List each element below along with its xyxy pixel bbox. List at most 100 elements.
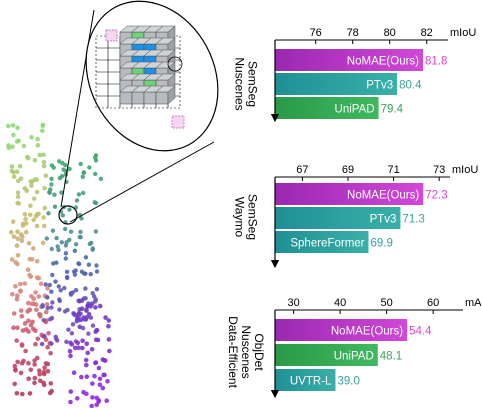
bar	[275, 73, 398, 95]
point	[14, 139, 20, 144]
point	[24, 188, 30, 193]
point	[22, 281, 28, 286]
point	[19, 238, 25, 243]
point	[68, 292, 74, 297]
point	[56, 247, 61, 253]
point	[10, 144, 15, 149]
point	[33, 302, 39, 307]
point	[63, 243, 69, 248]
point	[41, 163, 47, 169]
charts: 76 78 80 82 mIoU NoMAE(Ours) 81.8 PTv3 80.4 UniPA…	[226, 27, 482, 399]
point	[97, 376, 103, 382]
point	[41, 369, 47, 375]
point	[72, 248, 78, 253]
point	[43, 282, 48, 287]
point	[67, 166, 72, 172]
bar-value-label: 81.8	[425, 56, 447, 68]
point	[83, 357, 89, 363]
point	[64, 339, 69, 344]
point	[54, 235, 59, 241]
point	[42, 205, 48, 211]
point	[81, 170, 87, 175]
point	[49, 289, 54, 294]
point	[73, 242, 79, 247]
point	[86, 311, 92, 317]
point	[41, 215, 46, 220]
point	[49, 341, 54, 346]
point	[76, 345, 81, 351]
x-axis-label: mAP	[465, 297, 482, 309]
point	[13, 260, 18, 265]
point	[37, 368, 42, 374]
point	[86, 262, 92, 267]
point	[28, 322, 34, 328]
bar-value-label: 71.3	[402, 214, 424, 226]
point	[24, 221, 29, 226]
point	[13, 284, 18, 289]
bar-value-label: 39.0	[337, 376, 359, 388]
point	[11, 132, 16, 138]
point	[33, 328, 38, 334]
point	[14, 296, 20, 302]
bar	[275, 369, 336, 391]
point	[28, 203, 33, 208]
point	[71, 370, 77, 376]
bar	[275, 231, 369, 253]
chart-title-line: ObjDet	[252, 333, 266, 371]
point	[80, 174, 86, 179]
bar-value-label: 72.3	[425, 190, 447, 202]
point	[79, 216, 84, 221]
x-axis-label: mIoU	[450, 27, 476, 39]
point	[103, 315, 108, 320]
point	[70, 322, 76, 327]
point	[21, 358, 26, 364]
x-axis-label: mIoU	[452, 164, 478, 176]
point	[32, 158, 38, 163]
voxel-marker	[167, 56, 183, 72]
point	[15, 252, 21, 258]
point	[33, 290, 38, 295]
point	[52, 204, 58, 209]
point	[57, 307, 62, 312]
point	[106, 337, 112, 342]
voxel-grid	[95, 25, 185, 129]
point	[80, 338, 85, 344]
point	[83, 286, 88, 291]
point	[97, 303, 103, 309]
point	[34, 212, 40, 217]
point	[11, 170, 16, 175]
point	[18, 281, 23, 287]
point	[45, 344, 50, 350]
point	[90, 246, 96, 251]
point	[17, 163, 23, 169]
point	[31, 217, 36, 223]
chart-title: Data-Efficient Nuscenes ObjDet	[226, 316, 266, 388]
point	[29, 135, 34, 140]
point	[40, 240, 46, 246]
point	[14, 391, 20, 396]
point	[34, 223, 40, 229]
point	[15, 125, 20, 131]
point	[106, 318, 112, 323]
point	[49, 176, 54, 181]
point	[16, 201, 22, 206]
point	[48, 381, 54, 386]
point	[102, 358, 107, 363]
bar-category-label: UVTR-L	[290, 376, 332, 388]
point	[15, 194, 21, 200]
point	[63, 251, 69, 256]
point	[15, 190, 21, 195]
point	[79, 374, 84, 380]
point	[29, 294, 34, 299]
point	[94, 287, 100, 292]
point	[39, 341, 45, 347]
point	[59, 240, 64, 245]
point	[46, 331, 51, 336]
point	[84, 362, 89, 368]
point	[69, 342, 75, 347]
point	[88, 315, 94, 320]
x-tick-label: 73	[433, 164, 445, 176]
point	[19, 342, 25, 347]
point	[15, 359, 20, 365]
